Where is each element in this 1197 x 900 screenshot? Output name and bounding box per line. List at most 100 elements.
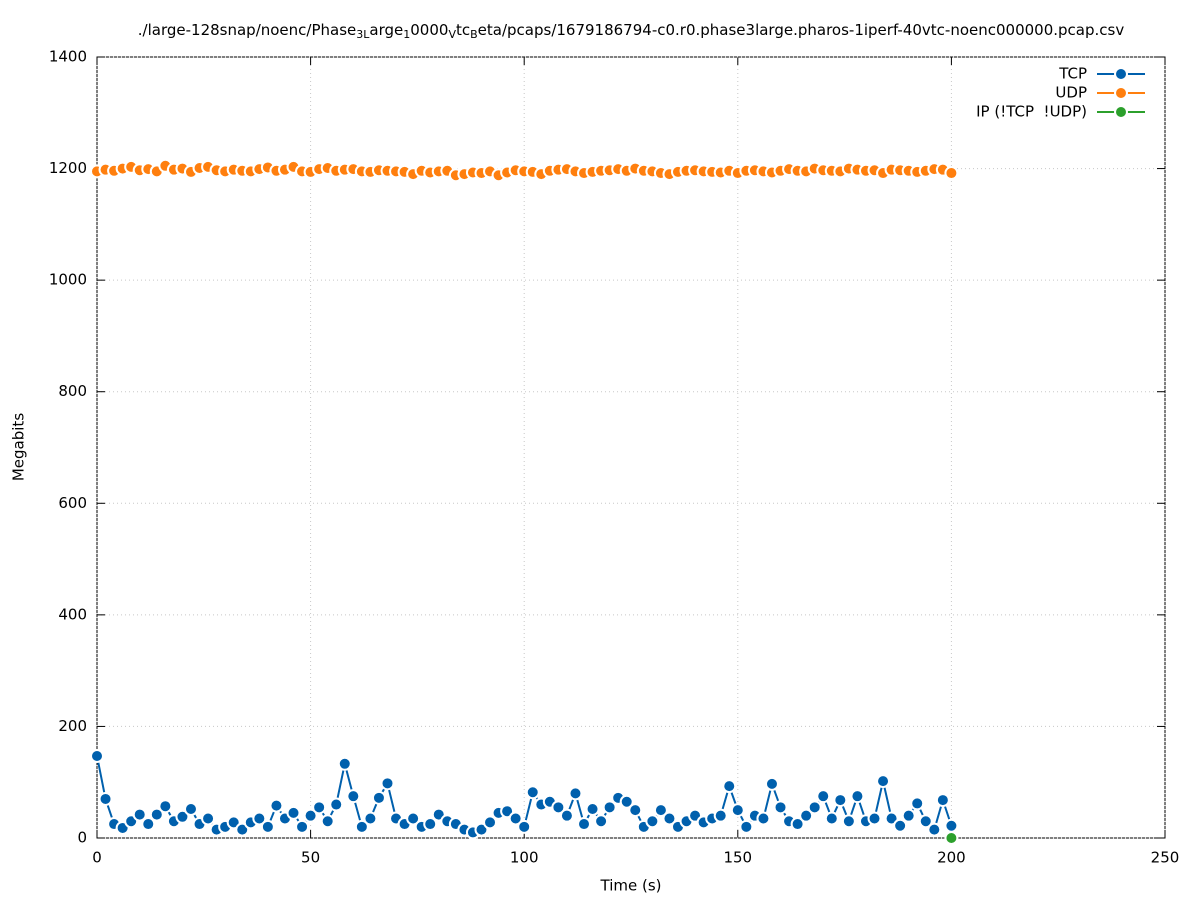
y-tick-label: 1400 [49,48,87,66]
legend-swatch-point [1114,67,1128,81]
data-point [286,805,301,820]
data-point [816,789,831,804]
x-tick-label: 0 [92,849,102,867]
data-point [722,779,737,794]
data-point [175,809,190,824]
title-segment: eta/pcaps/1679186794-c0.r0.phase3large.p… [478,21,1125,39]
data-point [363,811,378,826]
title-segment: arge [369,21,403,39]
data-point [158,799,173,814]
y-tick-label: 0 [77,829,87,847]
data-point [833,793,848,808]
data-point [303,808,318,823]
data-point [423,817,438,832]
data-point [841,814,856,829]
legend-label: UDP [1055,84,1087,102]
data-point [619,794,634,809]
data-point [568,786,583,801]
data-point [893,818,908,833]
data-point [867,811,882,826]
y-axis-label: Megabits [10,413,28,481]
data-point [577,817,592,832]
data-point [585,801,600,816]
data-point [98,791,113,806]
title-segment: 0000 [410,21,448,39]
title-subscript: 3L [356,28,370,41]
data-point [183,801,198,816]
data-point [269,798,284,813]
title-subscript: V [448,28,456,41]
title-segment: tc [456,21,470,39]
data-point [935,793,950,808]
title-subscript: 1 [403,28,410,41]
data-point [850,789,865,804]
legend-label: IP (!TCP !UDP) [976,103,1087,121]
data-point [773,800,788,815]
data-point [260,819,275,834]
data-point [201,811,216,826]
data-point [354,819,369,834]
data-point [730,803,745,818]
data-point [927,822,942,837]
data-point [756,811,771,826]
data-point [329,797,344,812]
data-point [824,811,839,826]
data-point [790,817,805,832]
data-point [944,166,959,181]
data-point [295,819,310,834]
data-point [901,808,916,823]
legend-swatch-point [1114,86,1128,100]
data-point [918,814,933,829]
data-point [653,803,668,818]
x-tick-label: 100 [510,849,539,867]
data-point [739,819,754,834]
data-point [645,814,660,829]
data-point [799,808,814,823]
title-subscript: B [470,28,478,41]
data-point [371,790,386,805]
data-point [346,789,361,804]
data-point [876,774,891,789]
y-tick-label: 600 [58,494,87,512]
data-point [602,800,617,815]
data-point [525,785,540,800]
y-tick-label: 800 [58,382,87,400]
title-segment: ./large-128snap/noenc/Phase [138,21,356,39]
data-point [807,800,822,815]
data-point [337,756,352,771]
y-tick-label: 400 [58,605,87,623]
data-point [149,807,164,822]
chart-title: ./large-128snap/noenc/Phase3Large10000Vt… [138,21,1125,42]
data-point [662,811,677,826]
x-tick-label: 50 [301,849,320,867]
data-point [141,817,156,832]
data-point [320,814,335,829]
data-point [90,748,104,763]
data-point [508,811,523,826]
data-point [517,819,532,834]
y-tick-label: 200 [58,717,87,735]
data-point [764,776,779,791]
data-point [483,815,498,830]
x-tick-label: 150 [723,849,752,867]
legend-swatch-point [1114,105,1128,119]
x-axis-label: Time (s) [600,877,662,895]
data-point [252,811,267,826]
data-point [910,796,925,811]
legend-label: TCP [1058,65,1087,83]
data-point [713,808,728,823]
data-point [312,800,327,815]
plot-frame [96,56,1166,839]
data-point [380,776,395,791]
y-tick-label: 1000 [49,271,87,289]
data-point [551,800,566,815]
x-tick-label: 200 [937,849,966,867]
data-point [628,803,643,818]
x-tick-label: 250 [1151,849,1180,867]
data-point [559,808,574,823]
data-point [132,807,147,822]
y-tick-label: 1200 [49,159,87,177]
data-point [594,814,609,829]
data-point [944,831,959,845]
